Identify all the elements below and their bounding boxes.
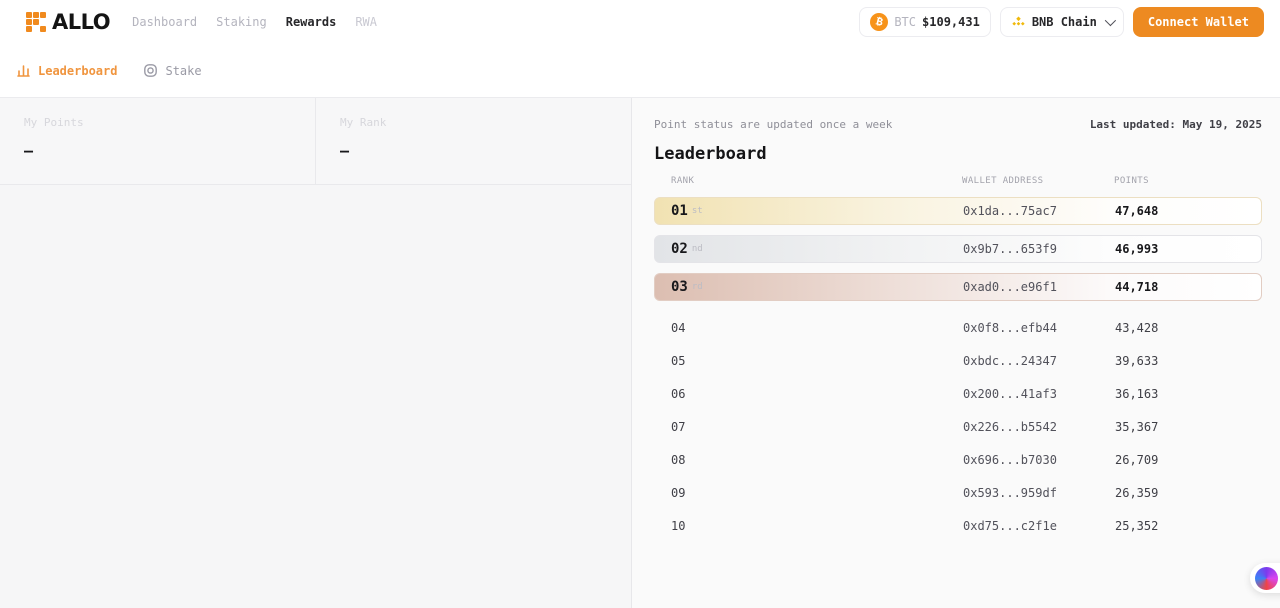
tab-stake[interactable]: Stake: [143, 63, 202, 78]
nav-staking[interactable]: Staking: [216, 15, 267, 29]
rank-value: 10: [671, 518, 686, 533]
table-row: 07 0x226...b5542 35,367: [654, 410, 1262, 443]
sub-tabbar: Leaderboard Stake: [0, 44, 1280, 97]
my-rank-card: My Rank –: [316, 98, 631, 184]
disc-icon: [144, 64, 158, 77]
my-rank-label: My Rank: [340, 116, 387, 129]
col-rank: RANK: [671, 176, 695, 186]
tab-stake-label: Stake: [165, 63, 202, 78]
rank-value: 05: [671, 353, 686, 368]
wallet-address: 0x1da...75ac7: [963, 204, 1057, 218]
wallet-address: 0x9b7...653f9: [963, 242, 1057, 256]
allo-logo[interactable]: ALLO: [26, 10, 111, 34]
top-header: ALLO Dashboard Staking Rewards RWA ₿ BTC…: [0, 0, 1280, 44]
stats-row: My Points – My Rank –: [0, 98, 631, 185]
my-rank-value: –: [340, 142, 350, 160]
logo-wordmark: ALLO: [52, 10, 111, 34]
points-value: 39,633: [1115, 353, 1159, 368]
rank-value: 02: [671, 241, 688, 257]
my-points-label: My Points: [24, 116, 84, 129]
wallet-address: 0xad0...e96f1: [963, 280, 1057, 294]
header-actions: ₿ BTC $109,431 BNB Chain Connect Wallet: [859, 7, 1264, 37]
btc-label: BTC: [894, 15, 917, 29]
nav-dashboard[interactable]: Dashboard: [132, 15, 198, 29]
col-wallet-address: WALLET ADDRESS: [962, 176, 1044, 186]
allo-logo-icon: [26, 12, 46, 32]
table-row: 01 st 0x1da...75ac7 47,648: [654, 197, 1262, 225]
rank-value: 06: [671, 386, 686, 401]
chevron-down-icon: [1104, 14, 1116, 27]
bitcoin-icon: ₿: [870, 13, 889, 31]
btc-price-pill: ₿ BTC $109,431: [859, 7, 991, 37]
rank-value: 04: [671, 320, 686, 335]
rank-suffix: nd: [691, 244, 703, 254]
bar-chart-icon: [17, 65, 30, 77]
rank-value: 01: [671, 203, 688, 219]
left-panel: My Points – My Rank –: [0, 98, 632, 608]
table-row: 06 0x200...41af3 36,163: [654, 377, 1262, 410]
wallet-address: 0x593...959df: [963, 485, 1057, 500]
rank-suffix: rd: [691, 282, 703, 292]
col-points: POINTS: [1114, 176, 1149, 186]
leaderboard-notice-row: Point status are updated once a week Las…: [654, 118, 1262, 131]
connect-wallet-button[interactable]: Connect Wallet: [1132, 7, 1264, 37]
my-points-value: –: [24, 142, 34, 160]
points-value: 43,428: [1115, 320, 1159, 335]
table-row: 02 nd 0x9b7...653f9 46,993: [654, 235, 1262, 263]
points-value: 25,352: [1115, 518, 1159, 533]
points-value: 35,367: [1115, 419, 1159, 434]
bnb-chain-icon: [1012, 16, 1025, 26]
main-nav: Dashboard Staking Rewards RWA: [132, 15, 377, 29]
wallet-address: 0xbdc...24347: [963, 353, 1057, 368]
points-value: 36,163: [1115, 386, 1159, 401]
table-row: 09 0x593...959df 26,359: [654, 476, 1262, 509]
page-title: Leaderboard: [654, 144, 767, 164]
rank-value: 09: [671, 485, 686, 500]
wallet-address: 0x226...b5542: [963, 419, 1057, 434]
wallet-address: 0x200...41af3: [963, 386, 1057, 401]
rank-value: 08: [671, 452, 686, 467]
rank-value: 03: [671, 279, 688, 295]
table-row: 03 rd 0xad0...e96f1 44,718: [654, 273, 1262, 301]
points-value: 44,718: [1115, 280, 1159, 294]
rank-suffix: st: [691, 206, 703, 216]
nav-rwa[interactable]: RWA: [355, 15, 377, 29]
assistant-orb-icon: [1255, 566, 1278, 590]
wallet-address: 0x0f8...efb44: [963, 320, 1057, 335]
tab-leaderboard[interactable]: Leaderboard: [16, 63, 117, 78]
table-row: 05 0xbdc...24347 39,633: [654, 344, 1262, 377]
chain-selector[interactable]: BNB Chain: [999, 7, 1124, 37]
last-updated: Last updated: May 19, 2025: [1089, 118, 1262, 131]
points-value: 26,709: [1115, 452, 1159, 467]
assistant-widget-button[interactable]: [1250, 563, 1280, 593]
points-value: 46,993: [1115, 242, 1159, 256]
chain-label: BNB Chain: [1031, 15, 1097, 29]
nav-rewards[interactable]: Rewards: [285, 15, 337, 29]
my-points-card: My Points –: [0, 98, 316, 184]
wallet-address: 0xd75...c2f1e: [963, 518, 1057, 533]
update-notice: Point status are updated once a week: [654, 118, 893, 131]
points-value: 26,359: [1115, 485, 1159, 500]
table-row: 08 0x696...b7030 26,709: [654, 443, 1262, 476]
points-value: 47,648: [1115, 204, 1159, 218]
table-row: 04 0x0f8...efb44 43,428: [654, 311, 1262, 344]
tab-leaderboard-label: Leaderboard: [38, 63, 118, 78]
table-column-headers: RANK WALLET ADDRESS POINTS: [654, 176, 1262, 188]
leaderboard-panel: Point status are updated once a week Las…: [632, 98, 1280, 608]
rank-value: 07: [671, 419, 686, 434]
main-content: My Points – My Rank – Point status are u…: [0, 97, 1280, 608]
btc-price: $109,431: [922, 15, 980, 29]
wallet-address: 0x696...b7030: [963, 452, 1057, 467]
leaderboard-rows: 01 st 0x1da...75ac7 47,648 02 nd 0x9b7..…: [654, 197, 1262, 542]
table-row: 10 0xd75...c2f1e 25,352: [654, 509, 1262, 542]
